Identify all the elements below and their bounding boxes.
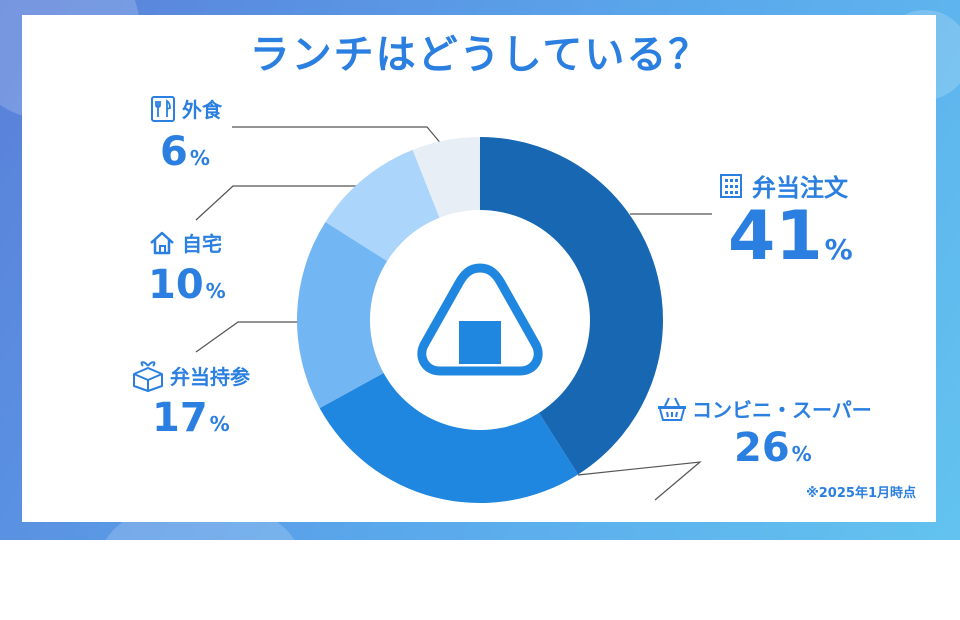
house-icon [150, 231, 174, 254]
slice-4 [412, 137, 480, 228]
building-icon [720, 173, 742, 198]
leader-line-2 [195, 321, 300, 353]
label-eating-out: 外食 [150, 94, 222, 123]
value-home: 10% [148, 265, 226, 305]
category-label: 弁当注文 [752, 174, 848, 202]
category-label: 弁当持参 [170, 364, 250, 389]
leader-line-3 [195, 185, 358, 221]
value-bring-bento: 17% [152, 398, 230, 438]
label-bring-bento: 弁当持参 [130, 358, 250, 392]
basket-icon [658, 397, 686, 421]
data-label: 41 [728, 197, 823, 276]
onigiri-icon [417, 263, 543, 376]
data-label: 10 [148, 262, 204, 308]
data-label: 17 [152, 395, 208, 441]
leader-lines [195, 126, 712, 501]
percent-unit: % [209, 412, 230, 436]
leader-line-1 [577, 461, 702, 501]
category-label: 自宅 [182, 232, 222, 256]
label-convenience-store: コンビニ・スーパー [656, 394, 872, 423]
percent-unit: % [824, 233, 853, 266]
data-label: 6 [160, 129, 188, 175]
value-bento-order: 41% [728, 203, 853, 271]
slice-1 [319, 368, 579, 504]
donut-hole [370, 210, 590, 430]
fork-knife-icon [151, 95, 175, 122]
label-bento-order: 弁当注文 [718, 168, 848, 203]
label-home: 自宅 [148, 228, 222, 257]
percent-unit: % [189, 146, 210, 170]
data-label: 26 [734, 425, 790, 471]
percent-unit: % [791, 442, 812, 466]
footnote: ※2025年1月時点 [806, 486, 916, 501]
chart-title: ランチはどうしている？ [249, 32, 711, 78]
donut-chart [195, 126, 712, 504]
leader-line-4 [232, 126, 449, 153]
value-convenience-store: 26% [734, 428, 812, 468]
category-label: 外食 [182, 98, 222, 122]
slice-2 [296, 221, 396, 409]
lunchbox-icon [133, 361, 163, 392]
value-eating-out: 6% [160, 132, 210, 172]
percent-unit: % [205, 279, 226, 303]
category-label: コンビニ・スーパー [692, 398, 872, 422]
